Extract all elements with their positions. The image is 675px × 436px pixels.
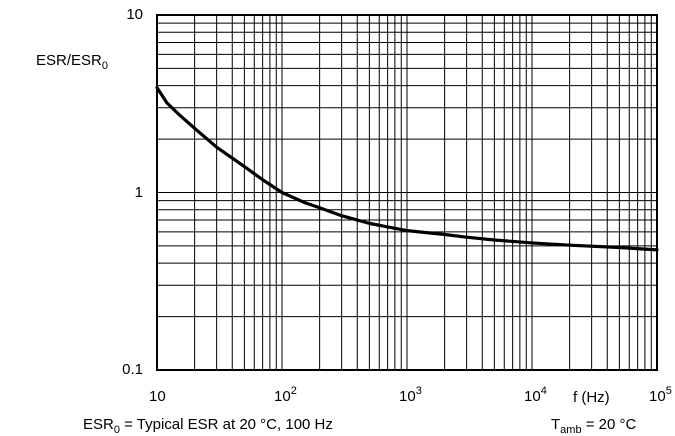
y-axis-label: ESR/ESR0 xyxy=(36,52,108,72)
x-tick-label: 103 xyxy=(399,385,422,406)
x-tick-label: 10 xyxy=(149,389,166,404)
y-tick-label: 10 xyxy=(126,6,143,23)
plot-frame xyxy=(156,14,658,371)
x-tick-exponent: 2 xyxy=(290,385,297,397)
x-tick-exponent: 3 xyxy=(415,385,422,397)
x-tick-base: 10 xyxy=(399,388,416,405)
footnote-tamb-sub: amb xyxy=(560,424,582,436)
footnote-tamb-prefix: T xyxy=(551,416,561,433)
footnote-esr0-sub: 0 xyxy=(113,424,120,436)
x-tick-base: 10 xyxy=(274,388,291,405)
footnote-tamb-text: = 20 °C xyxy=(581,416,637,433)
x-axis-label: f (Hz) xyxy=(573,389,610,406)
esr-curve xyxy=(155,85,659,252)
y-axis-label-sub: 0 xyxy=(101,60,108,72)
x-tick-base: 10 xyxy=(149,388,166,405)
grid-lines xyxy=(157,15,657,370)
footnote-esr0: ESR0 = Typical ESR at 20 °C, 100 Hz xyxy=(83,416,333,436)
x-tick-label: 105 xyxy=(649,385,672,406)
x-tick-label: 104 xyxy=(524,385,547,406)
footnote-esr0-text: = Typical ESR at 20 °C, 100 Hz xyxy=(119,416,333,433)
y-tick-label: 0.1 xyxy=(122,361,143,378)
y-axis-label-main: ESR/ESR xyxy=(36,52,102,69)
x-tick-exponent: 5 xyxy=(665,385,672,397)
x-tick-base: 10 xyxy=(524,388,541,405)
x-tick-label: 102 xyxy=(274,385,297,406)
y-tick-label: 1 xyxy=(134,183,143,201)
x-tick-base: 10 xyxy=(649,388,666,405)
footnote-esr0-prefix: ESR xyxy=(83,416,114,433)
x-tick-exponent: 4 xyxy=(540,385,547,397)
footnote-tamb: Tamb = 20 °C xyxy=(551,416,637,436)
